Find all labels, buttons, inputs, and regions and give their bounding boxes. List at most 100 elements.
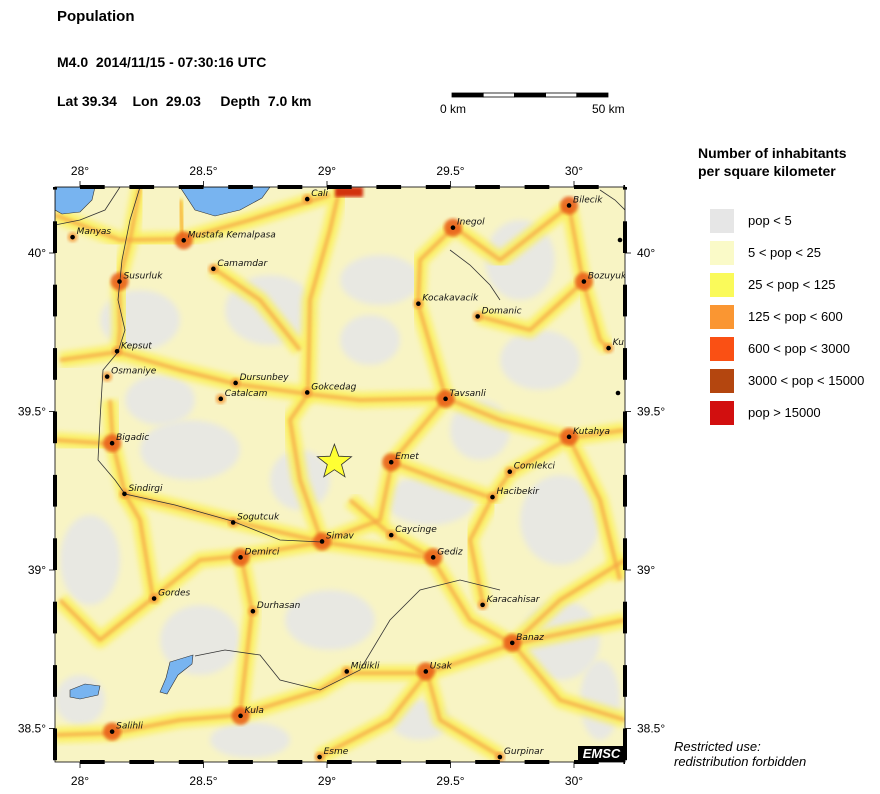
sparse-area (340, 255, 420, 305)
lon-tick-label-bottom: 30° (565, 774, 583, 788)
city-dot (443, 396, 448, 402)
lon-tick-label-bottom: 29.5° (436, 774, 464, 788)
city-dot (507, 469, 513, 475)
city-label: Gurpinar (504, 747, 545, 757)
frame-tick-segment (53, 221, 57, 253)
populated-road (117, 187, 142, 281)
city-label: Kula (245, 706, 264, 716)
city-marker: Karacahisar (480, 595, 541, 608)
populated-road (452, 204, 571, 262)
sparse-area (125, 375, 195, 425)
frame-tick-segment (327, 185, 352, 189)
city-marker: Gurpinar (497, 747, 545, 760)
frame-tick-segment (623, 474, 627, 507)
city-marker: Hacibekir (490, 487, 540, 500)
city-label: Sogutcuk (237, 512, 280, 522)
populated-road (477, 205, 585, 332)
lake-uluabat (179, 187, 271, 217)
city-dot (450, 225, 456, 230)
frame-tick-segment (80, 760, 105, 764)
city-dot (250, 608, 256, 614)
city-label: Gordes (158, 589, 190, 599)
frame-tick-segment (129, 760, 155, 764)
city-marker: Camamdar (211, 259, 268, 272)
city-label: Midikli (351, 661, 380, 671)
city-dot (117, 279, 122, 284)
city-marker: Gediz (430, 547, 463, 560)
city-label: Camamdar (217, 259, 268, 269)
sparse-area (285, 590, 375, 650)
city-marker: Catalcam (218, 389, 268, 402)
city-dot (416, 301, 421, 307)
scale-bar-segment (482, 92, 515, 98)
lon-tick-label-top: 30° (565, 164, 583, 178)
frame-tick-segment (623, 760, 625, 764)
frame-tick-segment (623, 665, 627, 697)
city-label: Emet (395, 452, 419, 462)
epicenter-star-icon (316, 443, 353, 478)
city-label: Usak (430, 661, 453, 671)
frame-tick-segment (524, 185, 550, 189)
city-dot (430, 555, 436, 560)
sparse-area (520, 475, 600, 565)
populated-road (468, 497, 494, 605)
city-marker: Bigadic (109, 433, 149, 446)
populated-road (211, 266, 302, 352)
frame-tick-segment (623, 538, 627, 570)
city-marker: Banaz (509, 633, 544, 646)
city-marker: Kula (238, 706, 264, 719)
province-boundary (97, 187, 323, 543)
scale-bar-segment (451, 92, 484, 98)
urban-area (335, 187, 363, 197)
frame-tick-segment (623, 284, 627, 317)
city-label: Gokcedag (311, 382, 356, 392)
city-dot (480, 602, 485, 608)
city-label: Bilecik (573, 195, 603, 205)
frame-tick-segment (53, 187, 57, 190)
frame-tick-segment (53, 411, 57, 444)
city-dot (70, 234, 75, 240)
city-dot (423, 669, 429, 674)
province-boundary (449, 249, 501, 301)
legend-swatch (710, 273, 734, 297)
map-layer: Manyas Mustafa Kemalpasa Susurluk Camamdar K… (55, 187, 625, 762)
city-label: Kocakavacik (422, 294, 479, 304)
city-dot (319, 539, 325, 544)
city-marker: Bilecik (566, 195, 603, 208)
legend-title-line2: per square kilometer (698, 163, 836, 179)
sparse-area (140, 420, 240, 480)
populated-road (318, 671, 429, 759)
city-label: Comlekci (514, 462, 556, 472)
lat-tick-label-left: 39° (28, 563, 46, 577)
emsc-logo: EMSC (578, 746, 625, 762)
lon-tick-label-top: 28.5° (189, 164, 217, 178)
city-label: Osmaniye (111, 367, 157, 377)
city-marker: Caycinge (388, 525, 437, 538)
legend-swatch (710, 369, 734, 393)
city-dot (344, 669, 350, 674)
city-marker: Kutahya (566, 427, 610, 440)
city-label: Tavsanli (450, 389, 487, 399)
legend-swatch (710, 337, 734, 361)
frame-tick-segment (53, 284, 57, 317)
event-location: Lat 39.34 Lon 29.03 Depth 7.0 km (57, 93, 312, 109)
frame-tick-segment (228, 185, 253, 189)
frame-tick-segment (475, 760, 500, 764)
city-marker: Dursunbey (233, 373, 290, 386)
city-dot (606, 345, 611, 351)
city-marker: Inegol (450, 218, 485, 230)
city-marker: Esme (317, 747, 349, 760)
lat-tick-label-right: 39° (637, 563, 655, 577)
city-label: Kepsut (121, 341, 152, 351)
city-label: Kutahya (573, 427, 610, 437)
city-dot (566, 434, 572, 440)
legend-label: 125 < pop < 600 (748, 309, 843, 324)
city-label: Dursunbey (240, 373, 290, 383)
city-marker: Osmaniye (104, 367, 157, 379)
city-marker: Simav (319, 531, 355, 544)
city-dot (388, 459, 394, 465)
scale-bar-segment (545, 92, 578, 98)
city-marker: Demirci (238, 547, 280, 560)
city-dot (211, 266, 216, 272)
